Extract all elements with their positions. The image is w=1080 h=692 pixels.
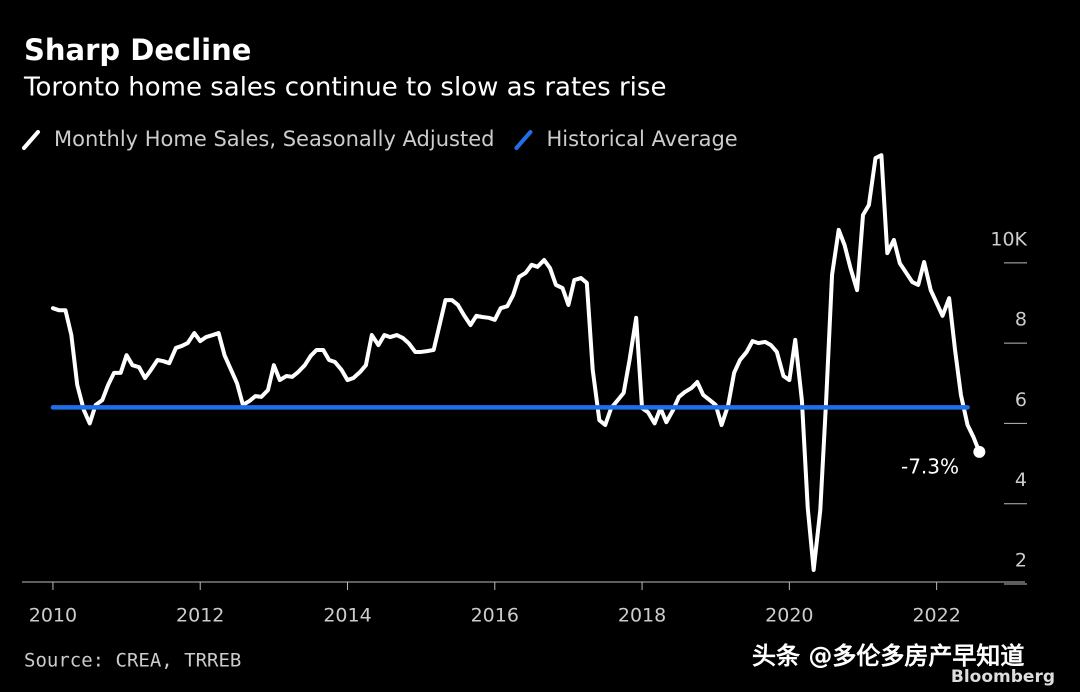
y-tick-label: 10K <box>990 228 1027 250</box>
chart-title: Sharp Decline <box>24 33 251 67</box>
chart-subtitle: Toronto home sales continue to slow as r… <box>23 73 666 103</box>
x-tick-label: 2012 <box>176 605 224 627</box>
logo: Bloomberg <box>951 667 1055 687</box>
y-tick-label: 2 <box>1015 550 1027 572</box>
end-point <box>973 445 986 458</box>
y-tick-label: 4 <box>1015 469 1027 491</box>
legend-label: Historical Average <box>546 127 737 151</box>
watermark: 头条 @多伦多房产早知道 <box>752 642 1024 670</box>
x-tick-label: 2022 <box>912 605 960 627</box>
y-tick-label: 8 <box>1015 309 1027 331</box>
annotation: -7.3% <box>901 455 959 479</box>
legend-label: Monthly Home Sales, Seasonally Adjusted <box>54 127 494 151</box>
sales-line <box>50 153 982 572</box>
y-tick-label: 6 <box>1015 389 1027 411</box>
x-tick-label: 2010 <box>29 605 77 627</box>
legend-swatch <box>514 130 533 150</box>
x-tick-label: 2020 <box>765 605 813 627</box>
x-tick-label: 2018 <box>618 605 666 627</box>
x-tick-label: 2014 <box>323 605 371 627</box>
legend-swatch <box>22 130 40 150</box>
source: Source: CREA, TRREB <box>24 650 241 672</box>
x-tick-label: 2016 <box>471 605 519 627</box>
